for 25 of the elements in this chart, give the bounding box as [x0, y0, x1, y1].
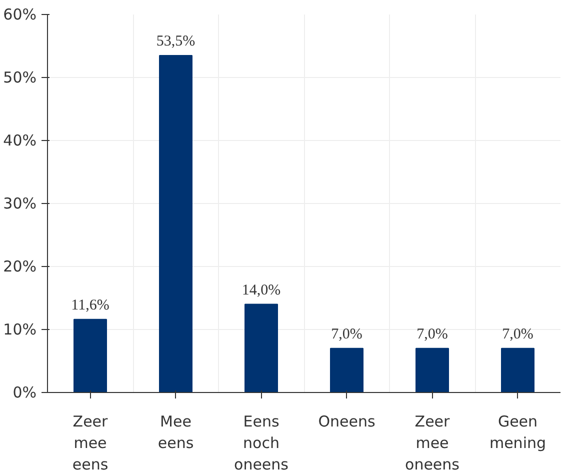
- bar: [501, 348, 534, 392]
- bar: [244, 304, 278, 392]
- data-label: 11,6%: [71, 297, 110, 314]
- y-tick-label: 0%: [12, 384, 36, 402]
- y-tick-label: 20%: [3, 258, 37, 276]
- data-label: 7,0%: [331, 326, 362, 342]
- data-label: 7,0%: [416, 326, 448, 342]
- y-tick-label: 30%: [3, 194, 37, 212]
- x-tick-label: Zeer mee eens: [72, 412, 109, 474]
- data-label: 14,0%: [242, 282, 281, 298]
- data-label: 7,0%: [502, 326, 534, 342]
- bar: [159, 54, 192, 392]
- y-tick-label: 40%: [3, 132, 37, 150]
- bar: [74, 318, 107, 392]
- x-tick-label: Geen mening: [489, 412, 546, 452]
- x-tick-label: Mee eens: [158, 412, 194, 452]
- x-tick-label: Zeer mee oneens: [405, 412, 460, 474]
- bar: [330, 348, 364, 392]
- y-tick-label: 60%: [3, 6, 37, 24]
- y-tick-label: 10%: [3, 320, 37, 338]
- y-tick-label: 50%: [3, 68, 37, 86]
- x-tick-label: Eens noch oneens: [234, 412, 289, 474]
- bar: [416, 348, 449, 392]
- data-label: 53,5%: [156, 33, 196, 50]
- x-tick-label: Oneens: [318, 412, 376, 430]
